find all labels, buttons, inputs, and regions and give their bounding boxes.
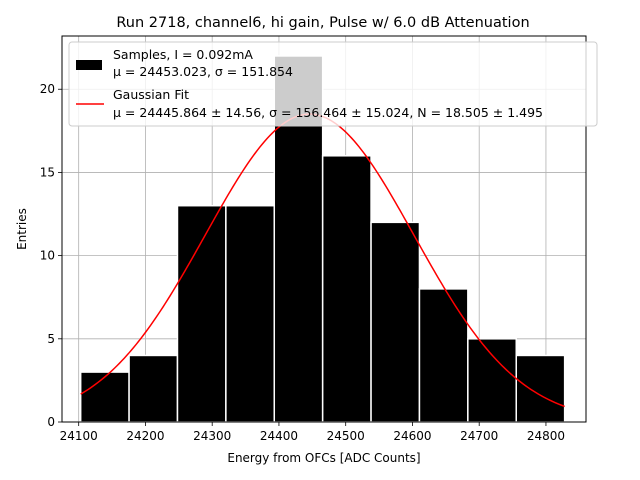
y-tick-label: 15 — [40, 165, 55, 179]
x-tick-label: 24400 — [260, 429, 298, 443]
histogram-bar — [515, 354, 566, 423]
x-tick-label: 24500 — [327, 429, 365, 443]
histogram-bar — [418, 288, 469, 423]
legend-samples-line1: Samples, I = 0.092mA — [113, 47, 253, 62]
y-axis-label: Entries — [15, 208, 29, 250]
legend: Samples, I = 0.092mA μ = 24453.023, σ = … — [68, 41, 598, 127]
x-axis-ticks: 24100 24200 24300 24400 24500 24600 24700 24800 — [60, 422, 565, 443]
histogram-bar — [321, 155, 372, 423]
y-tick-label: 0 — [47, 415, 55, 429]
y-tick-label: 10 — [40, 249, 55, 263]
x-tick-label: 24800 — [527, 429, 565, 443]
x-tick-label: 24100 — [60, 429, 98, 443]
legend-samples-line2: μ = 24453.023, σ = 151.854 — [113, 64, 293, 79]
legend-box — [68, 41, 598, 127]
x-tick-label: 24200 — [126, 429, 164, 443]
histogram-bar — [128, 354, 179, 423]
histogram-bar — [467, 338, 517, 423]
histogram-bar — [176, 204, 227, 423]
histogram-bar — [370, 221, 421, 423]
x-tick-label: 24700 — [460, 429, 498, 443]
chart-title: Run 2718, channel6, hi gain, Pulse w/ 6.… — [116, 15, 529, 31]
y-tick-label: 5 — [47, 332, 55, 346]
histogram-bar — [225, 204, 276, 423]
legend-fit-line2: μ = 24445.864 ± 14.56, σ = 156.464 ± 15.… — [113, 105, 543, 120]
x-tick-label: 24600 — [393, 429, 431, 443]
legend-samples-swatch — [76, 60, 102, 70]
x-tick-label: 24300 — [193, 429, 231, 443]
histogram-bar — [79, 371, 130, 423]
plot-frame — [61, 35, 587, 423]
y-tick-label: 20 — [40, 82, 55, 96]
y-axis-ticks: 0 5 10 15 20 — [40, 82, 62, 429]
x-axis-label: Energy from OFCs [ADC Counts] — [227, 451, 420, 465]
legend-fit-line1: Gaussian Fit — [113, 87, 189, 102]
